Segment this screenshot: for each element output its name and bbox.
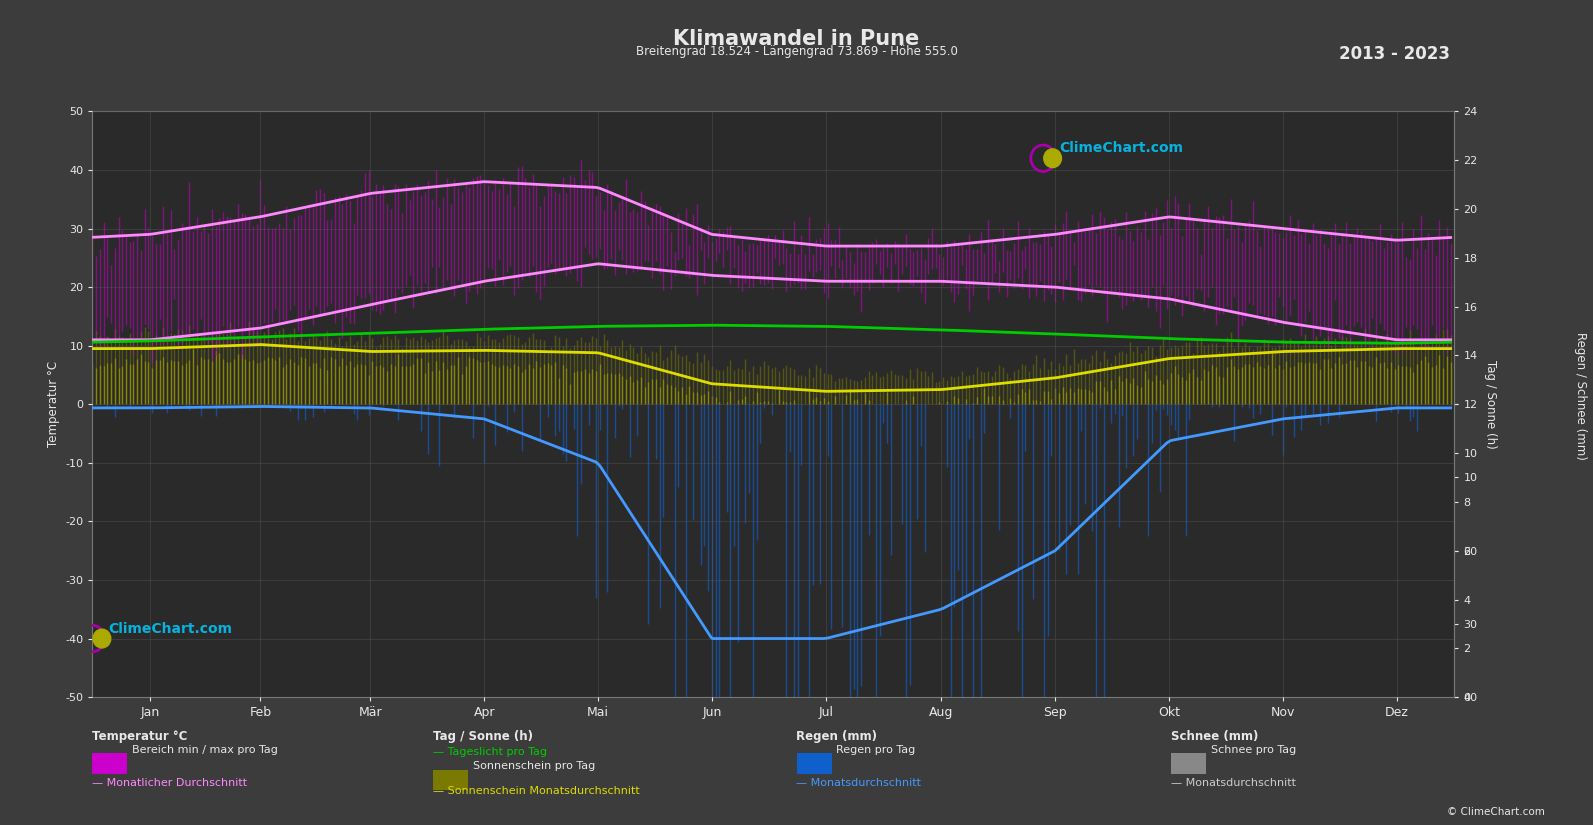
Text: — Sonnenschein Monatsdurchschnitt: — Sonnenschein Monatsdurchschnitt bbox=[433, 786, 640, 796]
Text: Regen / Schnee (mm): Regen / Schnee (mm) bbox=[1574, 332, 1587, 460]
Text: Schnee (mm): Schnee (mm) bbox=[1171, 730, 1258, 743]
Ellipse shape bbox=[92, 629, 112, 648]
Text: Klimawandel in Pune: Klimawandel in Pune bbox=[674, 29, 919, 49]
Text: ClimeChart.com: ClimeChart.com bbox=[1059, 141, 1184, 155]
Y-axis label: Temperatur °C: Temperatur °C bbox=[46, 361, 59, 447]
Text: Regen (mm): Regen (mm) bbox=[796, 730, 878, 743]
Text: — Monatsdurchschnitt: — Monatsdurchschnitt bbox=[1171, 778, 1295, 788]
Text: 2013 - 2023: 2013 - 2023 bbox=[1338, 45, 1450, 64]
Text: — Monatlicher Durchschnitt: — Monatlicher Durchschnitt bbox=[92, 778, 247, 788]
Text: © ClimeChart.com: © ClimeChart.com bbox=[1448, 807, 1545, 817]
Y-axis label: Tag / Sonne (h): Tag / Sonne (h) bbox=[1485, 360, 1497, 449]
Text: — Monatsdurchschnitt: — Monatsdurchschnitt bbox=[796, 778, 921, 788]
Text: — Tageslicht pro Tag: — Tageslicht pro Tag bbox=[433, 747, 548, 757]
Ellipse shape bbox=[1043, 148, 1061, 167]
Text: Bereich min / max pro Tag: Bereich min / max pro Tag bbox=[132, 745, 279, 755]
Text: Regen pro Tag: Regen pro Tag bbox=[836, 745, 916, 755]
Text: ClimeChart.com: ClimeChart.com bbox=[108, 622, 233, 636]
Text: Tag / Sonne (h): Tag / Sonne (h) bbox=[433, 730, 534, 743]
Text: Breitengrad 18.524 - Längengrad 73.869 - Höhe 555.0: Breitengrad 18.524 - Längengrad 73.869 -… bbox=[636, 45, 957, 59]
Text: Sonnenschein pro Tag: Sonnenschein pro Tag bbox=[473, 761, 596, 771]
Text: Temperatur °C: Temperatur °C bbox=[92, 730, 188, 743]
Text: Schnee pro Tag: Schnee pro Tag bbox=[1211, 745, 1297, 755]
